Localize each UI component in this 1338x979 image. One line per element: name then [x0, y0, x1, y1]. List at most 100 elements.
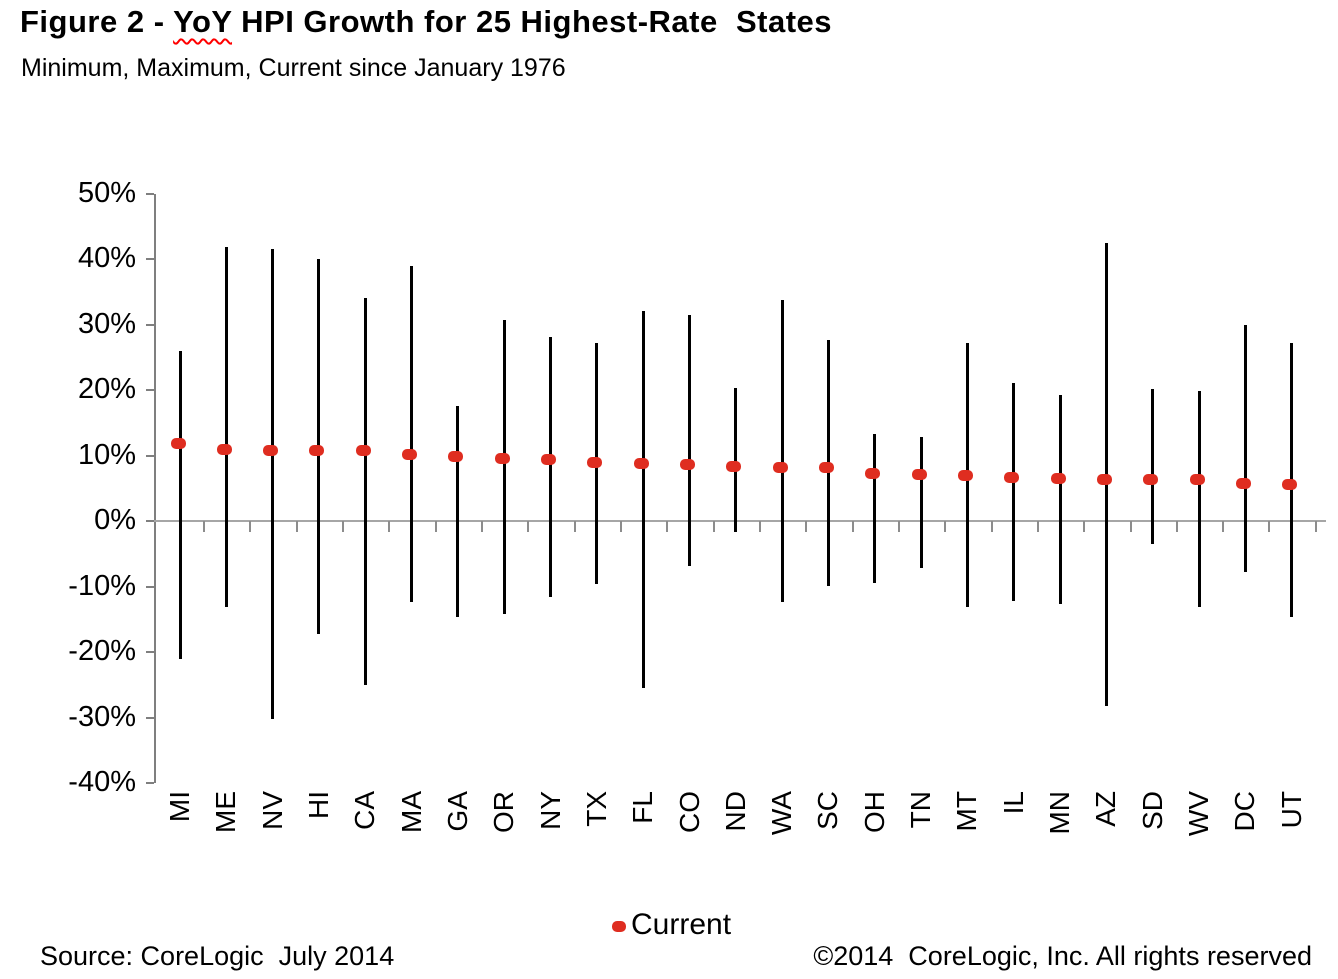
x-axis-label-ND: ND: [719, 791, 751, 832]
figure-subtitle: Minimum, Maximum, Current since January …: [21, 54, 566, 82]
category-axis-tick: [897, 521, 900, 532]
x-axis-label-OR: OR: [488, 791, 520, 833]
x-axis-label-MT: MT: [951, 791, 983, 832]
category-axis-tick: [249, 521, 252, 532]
x-axis-label-WA: WA: [766, 791, 798, 836]
y-axis-tick: [146, 454, 154, 457]
category-axis-tick: [295, 521, 298, 532]
x-axis-label-GA: GA: [441, 791, 473, 832]
category-axis-tick: [388, 521, 391, 532]
category-axis-tick: [990, 521, 993, 532]
x-axis-label-DC: DC: [1229, 791, 1261, 832]
current-marker-MN: [1050, 472, 1066, 484]
category-axis-tick: [712, 521, 715, 532]
current-marker-DC: [1235, 478, 1251, 490]
current-marker-MT: [957, 470, 973, 482]
x-axis-label-NY: NY: [534, 791, 566, 830]
current-marker-GA: [448, 450, 464, 462]
x-axis-label-CO: CO: [673, 791, 705, 833]
x-axis-label-HI: HI: [302, 791, 334, 819]
figure-title-misspelled-word: YoY: [173, 4, 233, 39]
category-axis-tick: [342, 521, 345, 532]
current-marker-TX: [587, 457, 603, 469]
y-axis-tick: [146, 258, 154, 260]
category-axis-tick: [1129, 521, 1132, 532]
y-axis-tick-label: 30%: [77, 307, 136, 340]
category-axis-tick: [1083, 521, 1086, 532]
range-line-ND: [734, 388, 738, 533]
zero-gridline: [154, 520, 1326, 522]
category-axis-tick: [758, 521, 761, 532]
category-axis-tick: [481, 521, 484, 532]
copyright-note: ©2014 CoreLogic, Inc. All rights reserve…: [813, 941, 1312, 971]
current-marker-MA: [402, 449, 418, 461]
legend-current-label: Current: [631, 908, 732, 941]
current-marker-WA: [772, 461, 788, 473]
category-axis-tick: [1036, 521, 1039, 532]
x-axis-label-IL: IL: [997, 791, 1029, 815]
legend: Current: [612, 908, 731, 942]
category-axis-tick: [434, 521, 437, 532]
category-axis-tick: [851, 521, 854, 532]
x-axis-label-TN: TN: [905, 791, 937, 829]
y-axis-tick-label: 40%: [77, 242, 136, 274]
y-axis-tick: [146, 389, 154, 391]
x-axis-label-SC: SC: [812, 791, 844, 830]
current-marker-SD: [1143, 473, 1159, 485]
range-line-OH: [873, 433, 877, 584]
y-axis-tick: [146, 782, 154, 784]
figure-title: Figure 2 - YoY HPI Growth for 25 Highest…: [20, 4, 832, 40]
range-line-MI: [178, 351, 182, 659]
current-marker-CA: [355, 445, 371, 457]
range-line-GA: [456, 405, 460, 617]
current-marker-WV: [1189, 474, 1205, 486]
figure-title-suffix: HPI Growth for 25 Highest-Rate States: [232, 4, 833, 39]
current-marker-MI: [170, 437, 186, 449]
range-line-WA: [780, 300, 784, 602]
x-axis-label-UT: UT: [1275, 791, 1307, 829]
range-line-IL: [1012, 383, 1016, 601]
x-axis-label-CA: CA: [349, 791, 381, 830]
y-axis-tick-label: -40%: [68, 766, 136, 798]
y-axis-tick-label: -30%: [68, 700, 136, 733]
category-axis-tick: [203, 521, 206, 532]
y-axis-tick-label: -20%: [68, 635, 136, 667]
category-axis-tick: [573, 521, 576, 532]
x-axis-label-MA: MA: [395, 791, 427, 833]
y-axis-tick-label: 50%: [77, 176, 136, 209]
current-marker-OR: [494, 452, 510, 464]
range-line-FL: [641, 310, 645, 688]
y-axis-line: [154, 193, 156, 783]
current-marker-AZ: [1096, 473, 1112, 485]
category-axis-tick: [944, 521, 947, 532]
y-axis-tick: [146, 585, 154, 588]
category-axis-tick: [805, 521, 808, 532]
current-marker-UT: [1282, 478, 1298, 490]
current-marker-TN: [911, 468, 927, 480]
y-axis-tick: [146, 192, 154, 195]
current-marker-IL: [1004, 472, 1020, 484]
figure-title-prefix: Figure 2 -: [20, 4, 174, 39]
range-line-OR: [502, 319, 506, 614]
category-axis-tick: [666, 521, 669, 532]
x-axis-label-MI: MI: [164, 791, 195, 823]
range-line-CO: [688, 315, 692, 566]
current-marker-NY: [541, 453, 557, 465]
range-line-NV: [271, 249, 275, 720]
range-line-MA: [410, 266, 414, 602]
category-axis-tick: [1222, 521, 1225, 532]
x-axis-label-TX: TX: [580, 791, 612, 827]
y-axis-tick: [146, 716, 154, 719]
current-marker-FL: [633, 457, 649, 469]
y-axis-tick-label: 10%: [77, 438, 136, 471]
y-axis-tick-label: 0%: [94, 504, 136, 536]
current-marker-OH: [865, 467, 881, 479]
range-line-CA: [363, 298, 367, 686]
y-axis-tick: [146, 323, 154, 326]
x-axis-label-OH: OH: [858, 791, 890, 833]
x-axis-label-ME: ME: [210, 791, 242, 833]
x-axis-label-AZ: AZ: [1090, 791, 1122, 827]
y-axis-tick-label: 20%: [77, 373, 136, 405]
